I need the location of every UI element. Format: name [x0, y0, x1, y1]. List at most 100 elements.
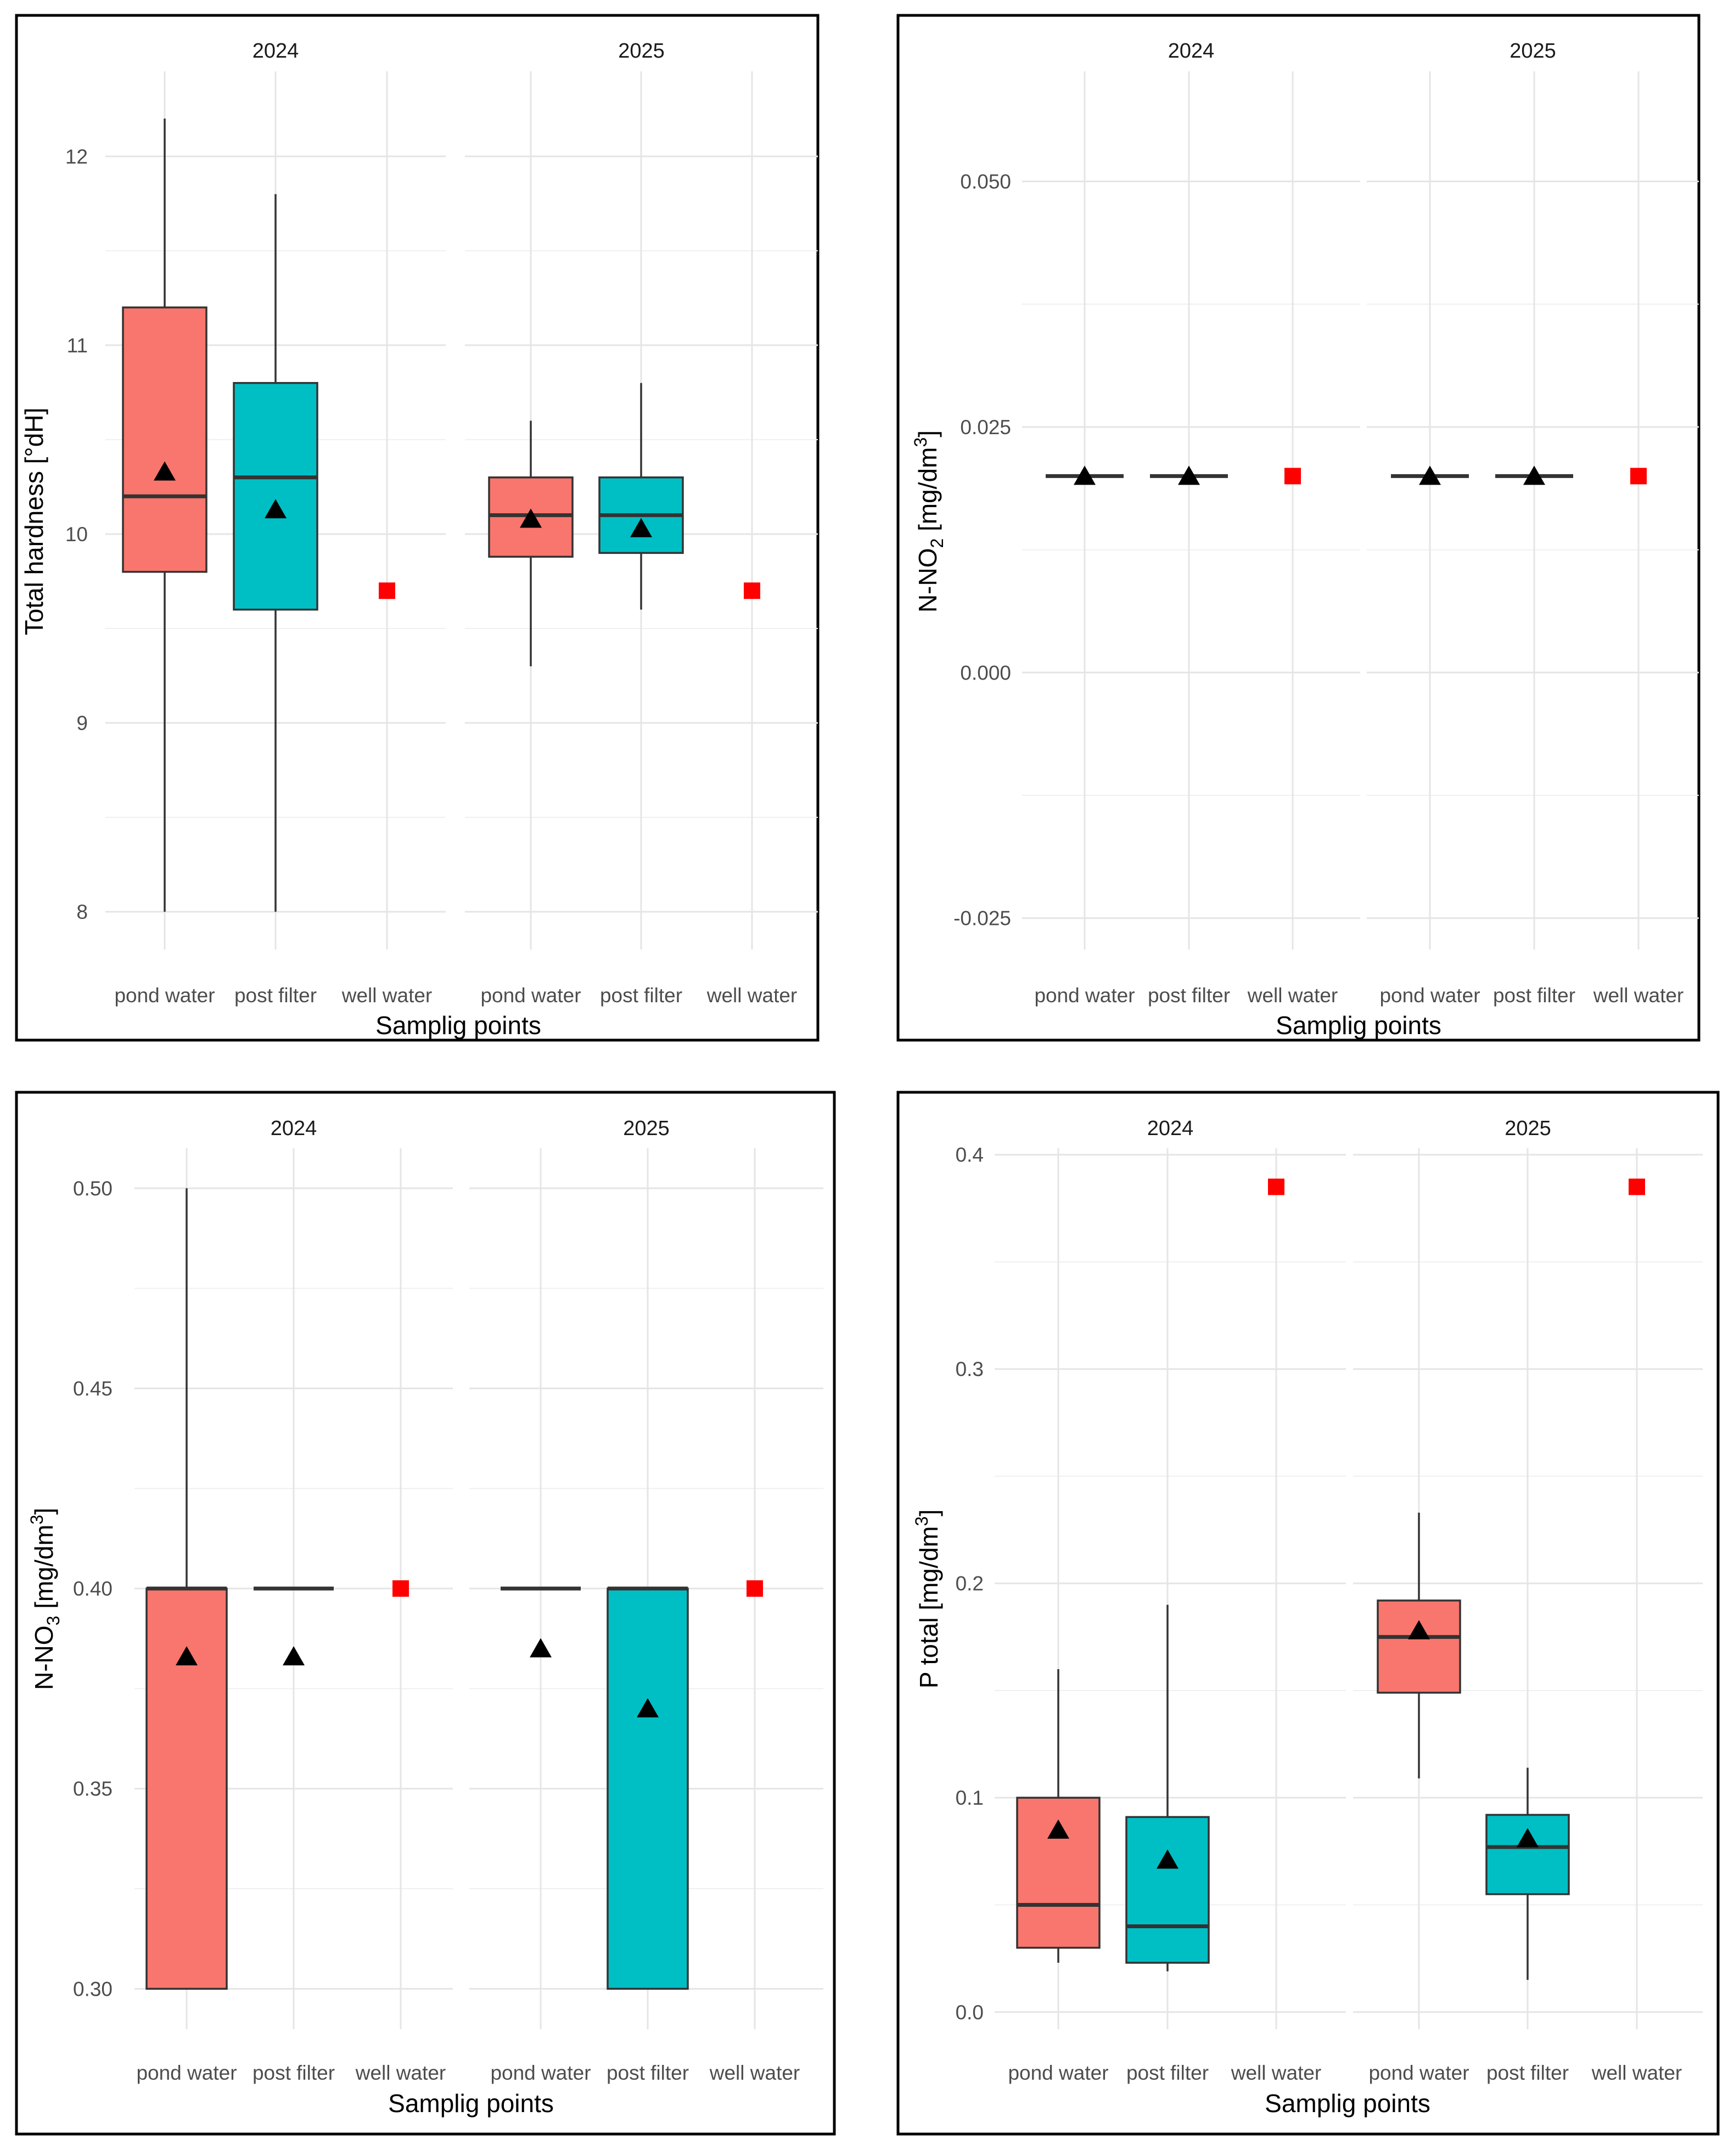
y-axis-title: Total hardness [°dH] [20, 408, 48, 636]
x-tick-label: well water [341, 984, 433, 1007]
y-tick-label: 0.0 [956, 2001, 984, 2024]
y-axis-title-unit: [mg/dm [30, 1525, 58, 1616]
y-tick-label: 10 [65, 523, 88, 546]
y-axis-title-main: N-NO [30, 1625, 58, 1690]
mean-marker [176, 1646, 198, 1666]
well-water-point [392, 1580, 409, 1597]
y-tick-label: 0.4 [956, 1144, 984, 1166]
mean-marker [1074, 465, 1096, 485]
mean-marker [1408, 1620, 1430, 1640]
facet-label-2024: 2024 [1147, 1117, 1194, 1140]
y-tick-label: 0.35 [73, 1778, 113, 1800]
y-axis-title-main: N-NO [913, 548, 942, 613]
x-axis-title: Samplig points [375, 1011, 541, 1040]
y-tick-label: 12 [65, 145, 88, 168]
well-water-point [747, 1580, 763, 1597]
y-tick-label: 0.050 [960, 170, 1011, 193]
well-water-point [1268, 1178, 1284, 1195]
x-axis-title: Samplig points [1265, 2089, 1430, 2118]
x-tick-label: pond water [136, 2062, 237, 2084]
x-tick-label: pond water [490, 2062, 591, 2084]
mean-marker [520, 508, 542, 528]
y-tick-label: 0.45 [73, 1378, 113, 1400]
y-tick-label: 0.025 [960, 416, 1011, 439]
mean-marker [1523, 465, 1545, 485]
facet-label-2025: 2025 [623, 1117, 670, 1140]
mean-marker [530, 1638, 552, 1658]
well-water-point [1629, 1178, 1645, 1195]
facet-label-2025: 2025 [618, 40, 665, 63]
box-iqr [1377, 1599, 1461, 1694]
box-iqr [1125, 1816, 1210, 1964]
y-axis-title-superscript: 3 [27, 1515, 47, 1525]
mean-marker [1178, 465, 1200, 485]
y-axis-title-bracket: ] [914, 1509, 943, 1517]
box-iqr [1485, 1813, 1570, 1895]
x-tick-label: pond water [1379, 984, 1480, 1007]
mean-marker [1157, 1849, 1179, 1869]
y-axis-title: P total [mg/dm3] [912, 1509, 943, 1688]
facet-label-2024: 2024 [271, 1117, 317, 1140]
facet-label-2025: 2025 [1509, 40, 1556, 63]
x-axis-title: Samplig points [1276, 1011, 1441, 1040]
x-tick-label: post filter [234, 984, 317, 1007]
x-tick-label: post filter [1493, 984, 1575, 1007]
y-axis-title-subscript: 2 [927, 538, 947, 548]
x-tick-label: post filter [600, 984, 682, 1007]
y-tick-label: 9 [76, 712, 88, 734]
x-tick-label: well water [1593, 984, 1684, 1007]
box-iqr [122, 306, 207, 573]
y-axis-title: N-NO2 [mg/dm3] [911, 430, 947, 613]
y-tick-label: 0.50 [73, 1177, 113, 1200]
x-tick-label: pond water [1008, 2062, 1108, 2084]
mean-marker [630, 518, 652, 537]
y-axis-title-subscript: 3 [43, 1616, 63, 1626]
y-axis-title-bracket: ] [913, 430, 942, 437]
y-axis-title: N-NO3 [mg/dm3] [27, 1508, 63, 1690]
y-axis-title-main: Total hardness [°dH] [20, 408, 48, 636]
y-tick-label: 0.3 [956, 1358, 984, 1380]
well-water-point [1630, 468, 1647, 485]
chart-nitrate: 0.300.350.400.450.50N-NO3 [mg/dm3]Sampli… [15, 1091, 836, 2136]
well-water-point [379, 582, 395, 599]
mean-marker [265, 499, 287, 519]
x-tick-label: well water [1591, 2062, 1682, 2084]
x-tick-label: post filter [1126, 2062, 1209, 2084]
mean-marker [1517, 1828, 1539, 1848]
x-tick-label: post filter [252, 2062, 335, 2084]
y-tick-label: -0.025 [953, 907, 1011, 930]
y-tick-label: 0.40 [73, 1577, 113, 1600]
x-tick-label: post filter [607, 2062, 689, 2084]
mean-marker [1419, 465, 1441, 485]
y-axis-title-superscript: 3 [912, 1517, 931, 1526]
x-tick-label: post filter [1486, 2062, 1569, 2084]
facet-label-2025: 2025 [1505, 1117, 1551, 1140]
y-tick-label: 8 [76, 901, 88, 923]
chart-frame [896, 1091, 1720, 2136]
mean-marker [637, 1698, 659, 1717]
y-tick-label: 0.000 [960, 661, 1011, 684]
chart-phosphorus: 0.0 0.1 0.2 0.3 0.4 P total [mg/dm3] Samplig p… [896, 1091, 1720, 2136]
y-axis-title-main: P total [mg/dm [914, 1526, 943, 1688]
facet-label-2024: 2024 [252, 40, 299, 63]
x-tick-label: well water [355, 2062, 446, 2084]
y-tick-label: 0.2 [956, 1573, 984, 1595]
mean-marker [1047, 1819, 1069, 1839]
chart-frame [15, 1091, 836, 2136]
y-tick-label: 0.1 [956, 1787, 984, 1809]
x-axis-title: Samplig points [388, 2089, 554, 2118]
box-iqr [607, 1587, 689, 1990]
x-tick-label: pond water [480, 984, 581, 1007]
x-tick-label: well water [706, 984, 798, 1007]
mean-marker [283, 1646, 305, 1666]
x-tick-label: well water [1231, 2062, 1322, 2084]
y-tick-label: 0.30 [73, 1978, 113, 2000]
well-water-point [744, 582, 760, 599]
well-water-point [1284, 468, 1301, 485]
y-axis-title-superscript: 3 [911, 437, 930, 447]
x-tick-label: well water [1247, 984, 1338, 1007]
y-axis-title-unit: [mg/dm [913, 447, 942, 538]
y-axis-title-bracket: ] [30, 1508, 58, 1515]
box-iqr [1016, 1796, 1101, 1949]
